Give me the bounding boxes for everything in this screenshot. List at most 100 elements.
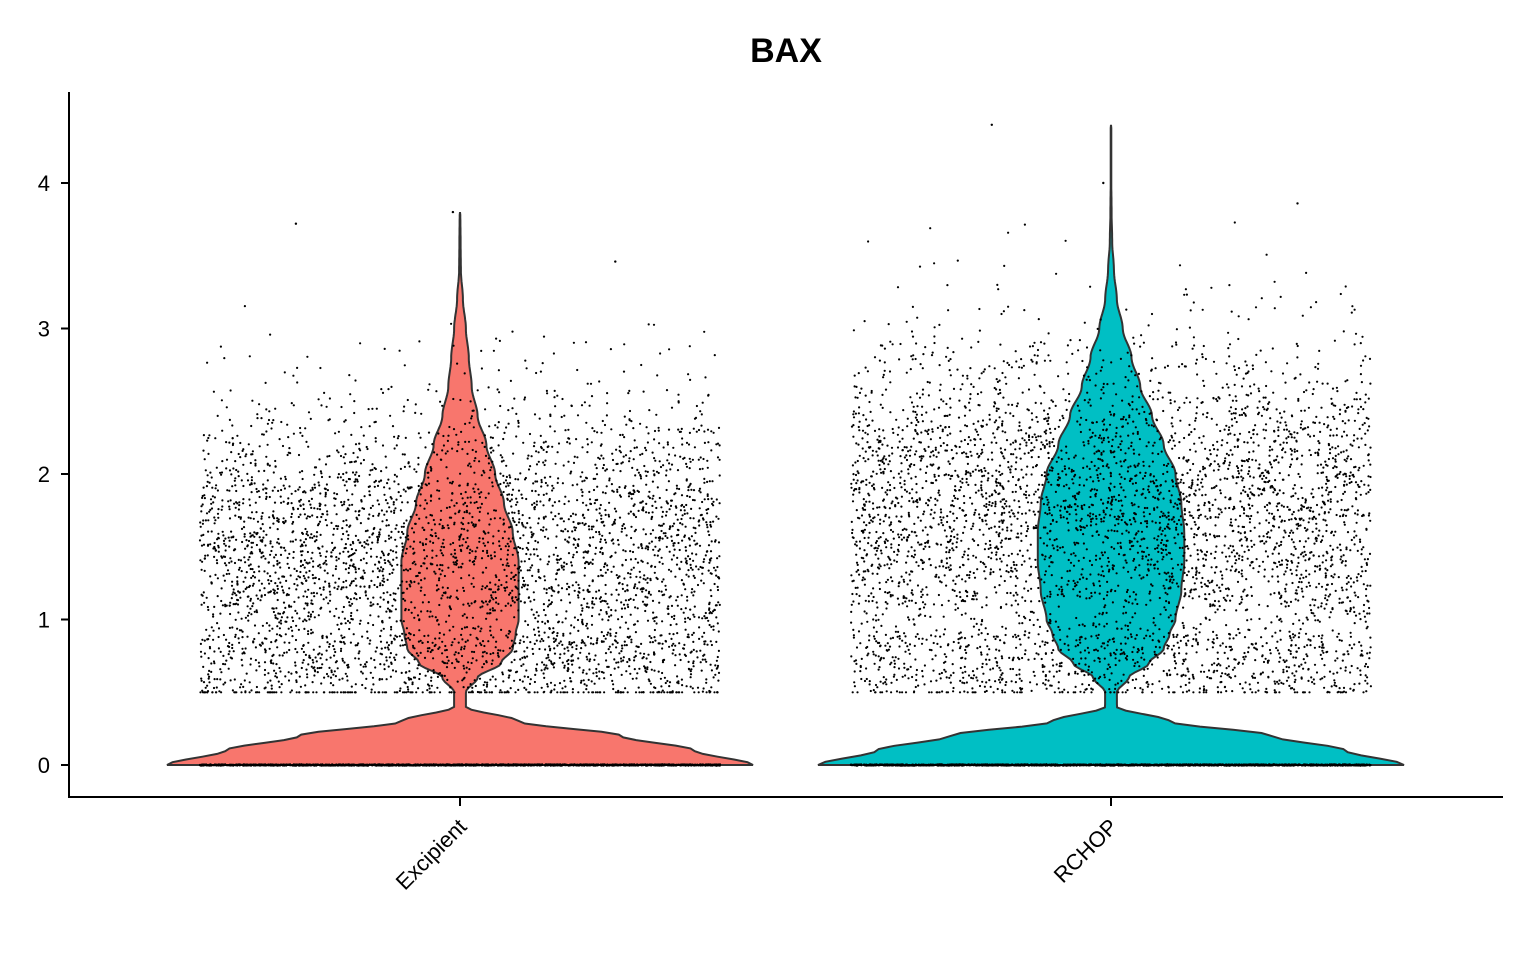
data-point bbox=[688, 431, 692, 434]
data-point bbox=[408, 465, 411, 468]
data-point bbox=[234, 506, 237, 509]
data-point bbox=[513, 547, 516, 550]
data-point bbox=[413, 658, 416, 661]
data-point bbox=[258, 536, 261, 539]
data-point bbox=[455, 562, 458, 565]
data-point bbox=[452, 555, 455, 558]
data-point bbox=[491, 460, 494, 463]
data-point bbox=[402, 525, 405, 528]
data-point bbox=[313, 486, 317, 489]
data-point bbox=[542, 441, 545, 444]
data-point bbox=[328, 610, 332, 613]
data-point bbox=[649, 660, 652, 664]
data-point bbox=[354, 379, 357, 382]
data-point bbox=[413, 560, 416, 563]
data-point bbox=[357, 510, 360, 513]
data-point bbox=[389, 675, 392, 678]
data-point bbox=[717, 671, 721, 675]
data-point bbox=[470, 661, 473, 665]
data-point bbox=[339, 649, 343, 653]
data-point bbox=[320, 653, 323, 656]
data-point bbox=[545, 450, 548, 454]
data-point bbox=[605, 612, 608, 615]
data-point bbox=[632, 543, 635, 546]
data-point bbox=[615, 510, 618, 513]
data-point bbox=[652, 611, 655, 614]
data-point bbox=[383, 663, 386, 666]
data-point bbox=[338, 552, 341, 555]
data-point bbox=[595, 675, 598, 678]
data-point bbox=[376, 603, 379, 606]
data-point bbox=[388, 487, 391, 490]
data-point bbox=[695, 650, 698, 653]
data-point bbox=[423, 634, 426, 638]
data-point bbox=[226, 569, 230, 572]
data-point bbox=[234, 514, 237, 517]
data-point bbox=[432, 657, 435, 660]
data-point bbox=[457, 764, 460, 767]
data-point bbox=[373, 658, 376, 662]
data-point bbox=[562, 565, 566, 568]
data-point bbox=[590, 680, 593, 683]
data-point bbox=[465, 511, 469, 514]
data-point bbox=[612, 542, 615, 545]
data-point bbox=[345, 489, 349, 492]
data-point bbox=[522, 534, 525, 537]
data-point bbox=[236, 582, 239, 585]
data-point bbox=[429, 499, 432, 502]
data-point bbox=[665, 389, 669, 392]
data-point bbox=[392, 592, 395, 595]
data-point bbox=[240, 570, 243, 573]
data-point bbox=[542, 526, 545, 529]
data-point bbox=[235, 468, 238, 472]
data-point bbox=[321, 663, 324, 666]
data-point bbox=[554, 578, 558, 581]
data-point bbox=[603, 677, 606, 680]
data-point bbox=[517, 512, 520, 515]
data-point bbox=[237, 508, 240, 511]
data-point bbox=[258, 570, 261, 573]
data-point bbox=[238, 591, 241, 594]
data-point bbox=[362, 665, 365, 668]
data-point bbox=[439, 549, 442, 552]
data-point bbox=[370, 691, 373, 694]
data-point bbox=[621, 527, 624, 530]
data-point bbox=[274, 614, 277, 617]
data-point bbox=[440, 545, 443, 548]
data-point bbox=[303, 513, 306, 516]
data-point bbox=[585, 624, 588, 627]
data-point bbox=[557, 512, 560, 515]
data-point bbox=[491, 607, 494, 610]
data-point bbox=[461, 562, 464, 565]
data-point bbox=[579, 475, 582, 478]
data-point bbox=[218, 690, 221, 693]
data-point bbox=[524, 526, 527, 529]
data-point bbox=[620, 615, 624, 619]
data-point bbox=[656, 486, 659, 489]
data-point bbox=[462, 586, 465, 589]
data-point bbox=[262, 536, 265, 539]
data-point bbox=[202, 449, 205, 452]
data-point bbox=[295, 569, 298, 573]
data-point bbox=[233, 592, 236, 595]
data-point bbox=[523, 478, 527, 481]
data-point bbox=[419, 589, 422, 592]
data-point bbox=[676, 518, 679, 521]
data-point bbox=[362, 434, 365, 437]
data-point bbox=[523, 398, 526, 401]
data-point bbox=[462, 677, 465, 681]
data-point bbox=[380, 566, 383, 569]
data-point bbox=[277, 489, 280, 492]
data-point bbox=[432, 669, 435, 672]
data-point bbox=[307, 763, 310, 766]
data-point bbox=[553, 396, 556, 399]
data-point bbox=[289, 691, 292, 694]
data-point bbox=[307, 588, 310, 591]
data-point bbox=[433, 691, 436, 694]
data-point bbox=[536, 554, 539, 558]
data-point bbox=[670, 558, 674, 561]
data-point bbox=[509, 687, 512, 690]
data-point bbox=[498, 544, 501, 548]
data-point bbox=[712, 500, 715, 503]
data-point bbox=[357, 514, 361, 517]
